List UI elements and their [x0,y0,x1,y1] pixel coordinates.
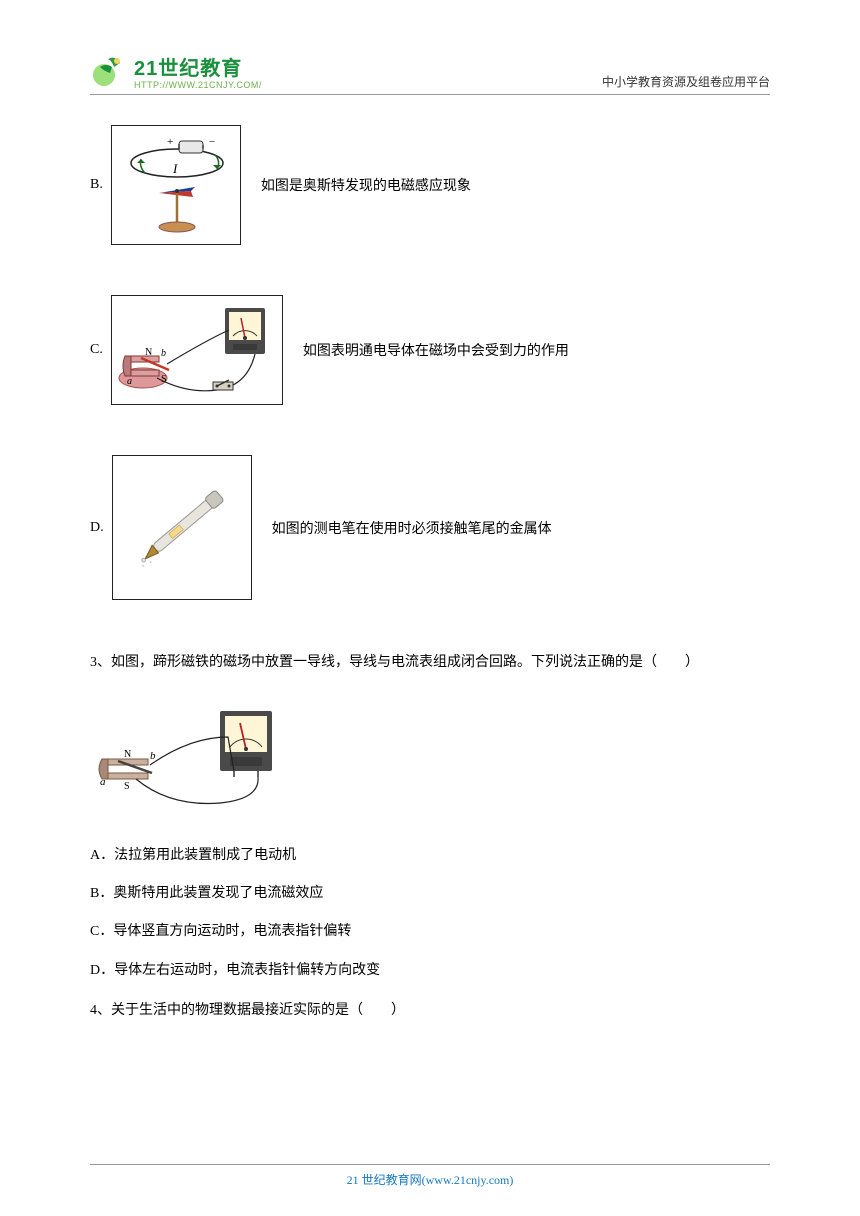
item-d-row: D. 如图的测电笔在使用时必须接触笔尾的金属体 [90,455,770,600]
logo-icon [90,53,132,89]
item-b-figure: + − I [111,125,241,245]
question-4: 4、关于生活中的物理数据最接近实际的是（ ） [90,998,770,1025]
q3-magnet-s: S [124,781,130,792]
magnet-s-label: S [161,374,167,385]
q3-option-b: B．奥斯特用此装置发现了电流磁效应 [90,883,770,905]
page-root: 21世纪教育 HTTP://WWW.21CNJY.COM/ 中小学教育资源及组卷… [0,0,860,1065]
current-label-i: I [172,161,178,176]
minus-label: − [209,136,215,148]
q3-label-a: a [100,776,106,788]
item-c-row: C. N S b a [90,295,770,405]
label-b: b [161,348,166,359]
q3-option-a: A．法拉第用此装置制成了电动机 [90,845,770,867]
header-right-text: 中小学教育资源及组卷应用平台 [602,73,770,90]
item-c-text: 如图表明通电导体在磁场中会受到力的作用 [303,340,569,360]
footer-link-text: (www.21cnjy.com) [422,1173,514,1187]
item-c-letter: C. [90,342,103,358]
q3-option-c: C．导体竖直方向运动时，电流表指针偏转 [90,921,770,943]
question-3-figure: N S b a [90,707,770,817]
item-d-text: 如图的测电笔在使用时必须接触笔尾的金属体 [272,518,552,538]
item-c-figure: N S b a [111,295,283,405]
logo-text: 21世纪教育 HTTP://WWW.21CNJY.COM/ [134,52,262,90]
magnet-n-label: N [145,347,152,358]
logo-main-text: 21世纪教育 [134,52,262,81]
page-header: 21世纪教育 HTTP://WWW.21CNJY.COM/ 中小学教育资源及组卷… [90,52,770,95]
q3-label-b: b [150,750,156,762]
plus-label: + [167,136,173,148]
label-a: a [127,376,132,387]
item-d-letter: D. [90,520,104,536]
page-footer: 21 世纪教育网(www.21cnjy.com) [90,1164,770,1188]
q3-option-d: D．导体左右运动时，电流表指针偏转方向改变 [90,960,770,982]
logo-sub-text: HTTP://WWW.21CNJY.COM/ [134,80,262,90]
footer-main-text: 21 世纪教育网 [347,1173,422,1187]
question-4-prompt: 4、关于生活中的物理数据最接近实际的是（ ） [90,998,770,1025]
q3-magnet-n: N [124,749,131,760]
question-3: 3、如图，蹄形磁铁的磁场中放置一导线，导线与电流表组成闭合回路。下列说法正确的是… [90,650,770,982]
item-d-figure [112,455,252,600]
item-b-letter: B. [90,177,103,193]
logo-block: 21世纪教育 HTTP://WWW.21CNJY.COM/ [90,52,262,90]
question-3-prompt: 3、如图，蹄形磁铁的磁场中放置一导线，导线与电流表组成闭合回路。下列说法正确的是… [90,650,770,677]
item-b-text: 如图是奥斯特发现的电磁感应现象 [261,175,471,195]
item-b-row: B. + − I [90,125,770,245]
